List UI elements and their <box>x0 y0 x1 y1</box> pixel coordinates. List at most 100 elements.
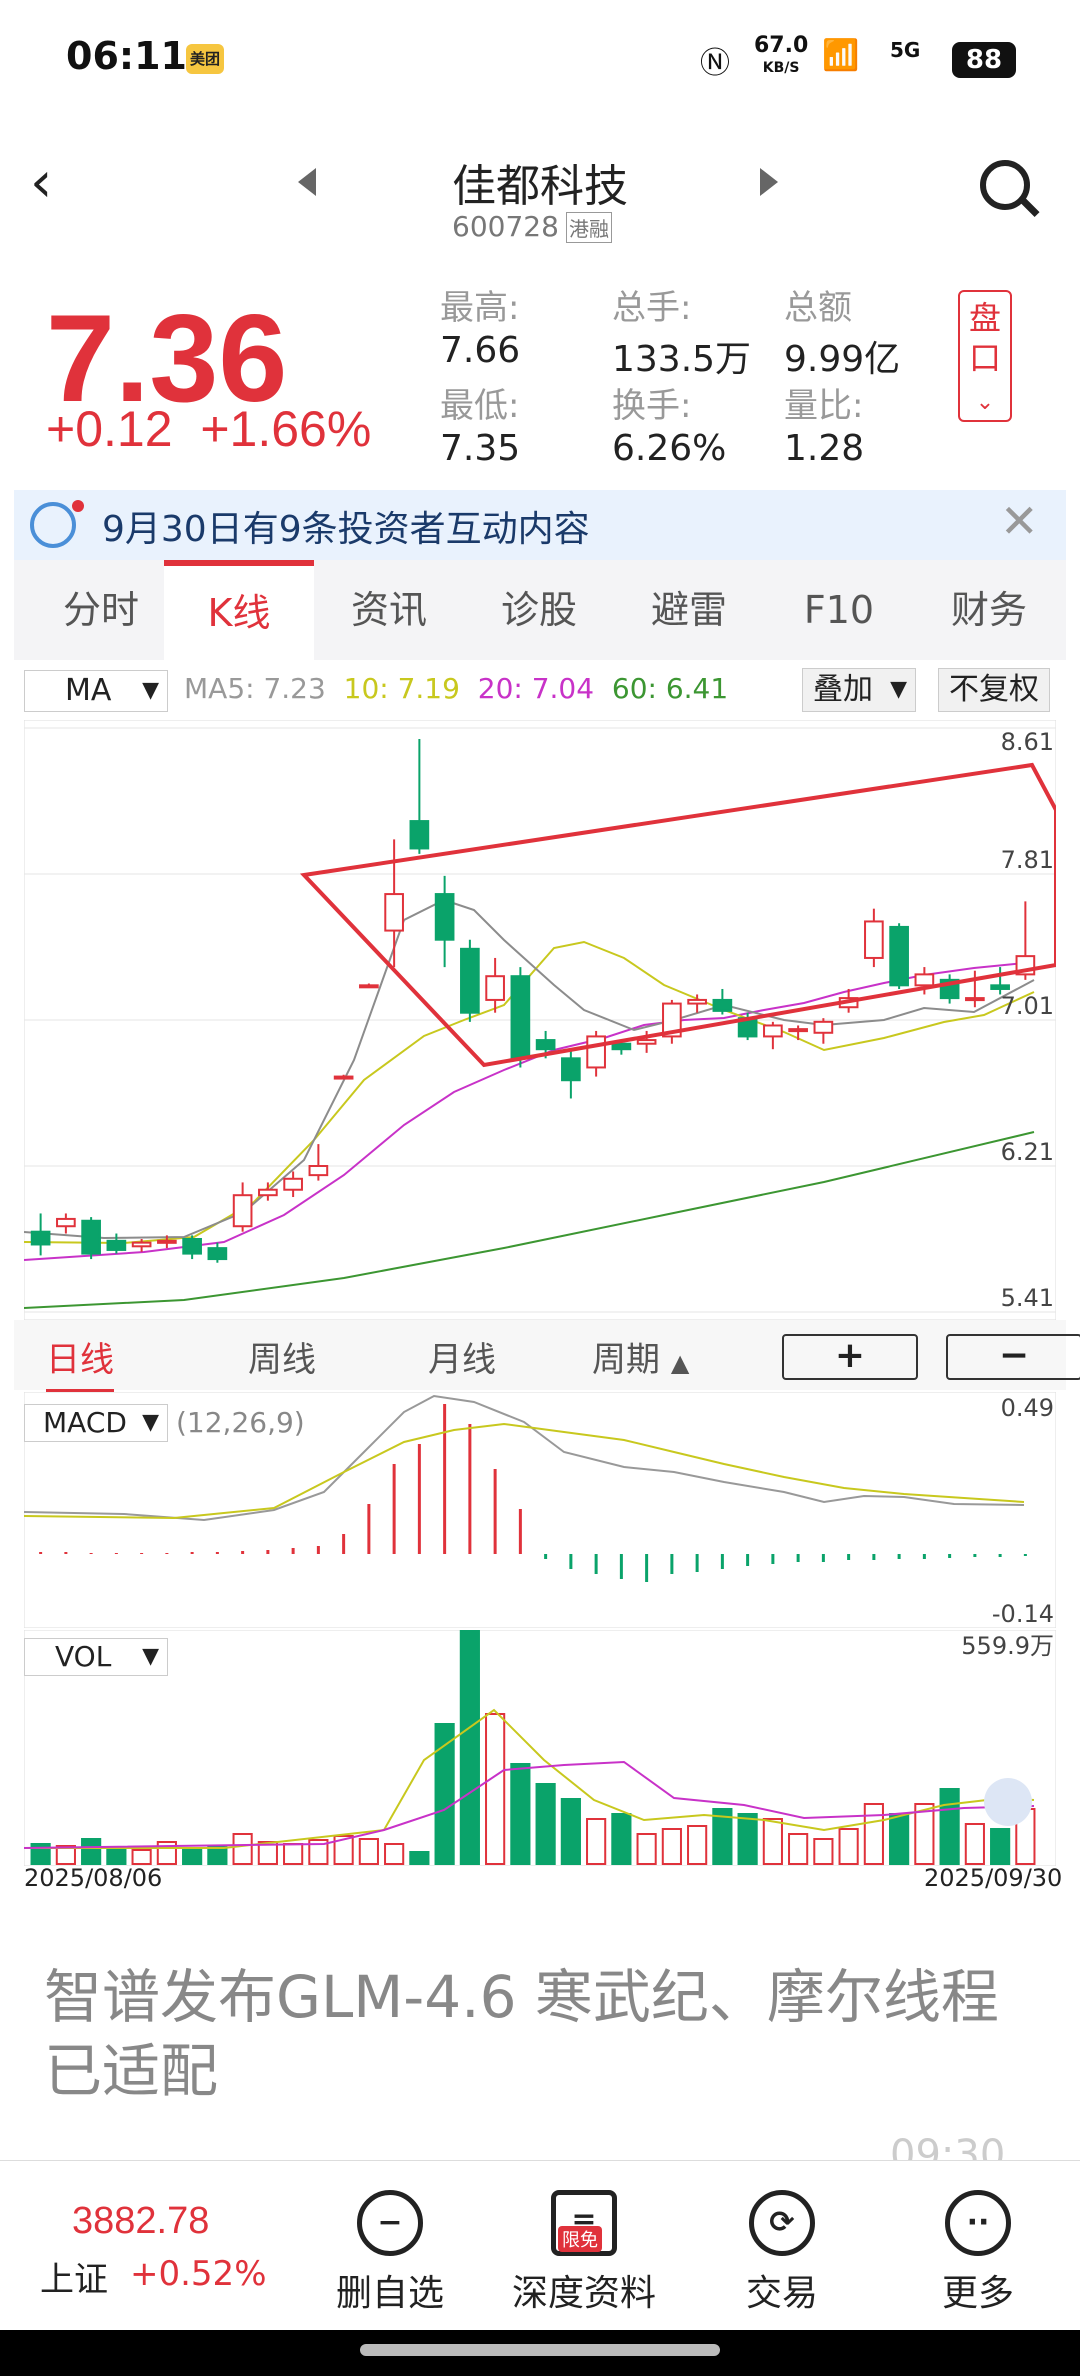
index-name[interactable]: 上证 <box>40 2260 108 2300</box>
tab-kline[interactable]: K线 <box>164 560 314 660</box>
stat-label: 总手: <box>612 288 692 328</box>
macd-bar <box>594 1554 598 1574</box>
macd-select[interactable]: MACD ▼ <box>24 1404 168 1442</box>
deep-info-button[interactable]: ≡ 限免 深度资料 <box>504 2190 664 2316</box>
tab-diagnosis[interactable]: 诊股 <box>500 588 577 632</box>
tab-news[interactable]: 资讯 <box>350 588 427 632</box>
volume-bar <box>308 1839 329 1865</box>
more-button[interactable]: ·· 更多 <box>898 2190 1058 2316</box>
index-change: +0.52% <box>130 2254 267 2294</box>
candle-body <box>308 1165 329 1177</box>
last-price: 7.36 <box>46 290 288 428</box>
candle-body <box>864 920 884 959</box>
stat-value: 9.99亿 <box>784 339 901 380</box>
candle-body <box>30 1230 51 1246</box>
candle-body <box>81 1219 101 1255</box>
tab-risk[interactable]: 避雷 <box>650 588 727 632</box>
index-value[interactable]: 3882.78 <box>72 2200 210 2242</box>
kline-chart[interactable]: 8.61 7.81 7.01 6.21 5.41 <box>24 720 1056 1320</box>
candle-body <box>763 1024 783 1038</box>
macd-bar <box>897 1554 901 1559</box>
candle-body <box>485 975 505 1001</box>
overlay-select[interactable]: 叠加 ▼ <box>802 668 916 712</box>
back-icon[interactable]: ‹ <box>30 150 53 215</box>
ma-indicator-select[interactable]: MA ▼ <box>24 670 168 712</box>
macd-bar <box>922 1554 926 1559</box>
volume-bar <box>813 1838 834 1865</box>
y-tick-label: 7.01 <box>1001 992 1054 1020</box>
tab-f10[interactable]: F10 <box>803 588 875 632</box>
macd-bar <box>872 1554 876 1560</box>
trade-button[interactable]: ⟳ 交易 <box>702 2190 862 2316</box>
volume-bar <box>459 1630 480 1865</box>
volume-bar <box>611 1813 632 1865</box>
macd-bar <box>190 1552 194 1554</box>
investor-notice-banner[interactable]: 9月30日有9条投资者互动内容 ✕ <box>14 490 1066 560</box>
candle-body <box>914 973 935 987</box>
lightbulb-icon <box>30 502 76 548</box>
macd-min-label: -0.14 <box>992 1600 1054 1628</box>
macd-bar <box>695 1554 699 1572</box>
candle-body <box>182 1238 202 1255</box>
tab-bar: 分时 K线 资讯 诊股 避雷 F10 财务 <box>14 560 1066 660</box>
ma20-line <box>24 961 1035 1261</box>
volume-bar <box>838 1828 859 1865</box>
period-bar: 日线 周线 月线 周期 ▲ + − <box>14 1320 1080 1395</box>
tab-timeshare[interactable]: 分时 <box>62 588 139 632</box>
remove-watchlist-button[interactable]: − 删自选 <box>310 2190 470 2316</box>
ma20-value: 20: 7.04 <box>477 672 595 705</box>
tab-finance[interactable]: 财务 <box>950 588 1027 632</box>
macd-bar <box>89 1553 93 1554</box>
period-cycle[interactable]: 周期 ▲ <box>592 1340 690 1380</box>
stat-label: 量比: <box>784 386 864 426</box>
macd-bar <box>140 1553 144 1554</box>
macd-chart[interactable]: 0.49 -0.14 <box>24 1392 1056 1628</box>
search-icon[interactable] <box>980 160 1030 210</box>
signal-5g-icon: 5G <box>890 38 921 62</box>
volume-bar <box>636 1833 657 1865</box>
news-card[interactable] <box>14 1910 1066 2160</box>
vol-select[interactable]: VOL ▼ <box>24 1638 168 1676</box>
macd-bar <box>518 1509 522 1554</box>
volume-chart[interactable]: 559.9万 <box>24 1630 1056 1866</box>
candle-body <box>157 1239 177 1244</box>
ma60-line <box>24 1131 1035 1309</box>
macd-bar <box>165 1553 169 1554</box>
candle-body <box>384 893 404 932</box>
candle-body <box>106 1239 127 1251</box>
macd-bar <box>746 1554 750 1566</box>
macd-bar <box>847 1554 851 1560</box>
pankou-button[interactable]: 盘口 ⌄ <box>958 290 1012 422</box>
stat-value: 7.66 <box>440 330 521 371</box>
zoom-in-button[interactable]: + <box>782 1334 918 1380</box>
home-indicator[interactable] <box>360 2344 720 2356</box>
candle-body <box>258 1188 278 1197</box>
period-week[interactable]: 周线 <box>248 1340 316 1380</box>
adjust-toggle[interactable]: 不复权 <box>938 668 1050 712</box>
macd-bar <box>39 1552 43 1554</box>
y-tick-label: 8.61 <box>1001 728 1054 756</box>
net-speed: 67.0 KB/S <box>754 33 809 77</box>
volume-bar <box>990 1828 1011 1865</box>
macd-bar <box>291 1548 295 1554</box>
candle-body <box>510 975 531 1060</box>
volume-bar <box>232 1833 253 1865</box>
volume-bar <box>737 1813 758 1865</box>
ma5-value: MA5: 7.23 <box>184 672 326 705</box>
macd-bar <box>645 1554 649 1582</box>
zoom-out-button[interactable]: − <box>946 1334 1080 1380</box>
volume-bar <box>510 1763 531 1865</box>
dropdown-triangle-icon: ▼ <box>142 1644 159 1669</box>
candle-body <box>207 1247 228 1261</box>
period-day[interactable]: 日线 <box>46 1332 114 1395</box>
stat-value: 133.5万 <box>612 339 752 380</box>
close-icon[interactable]: ✕ <box>1000 494 1039 548</box>
macd-bar <box>796 1554 800 1562</box>
volume-bar <box>939 1788 960 1865</box>
candle-body <box>434 893 455 941</box>
candle-body <box>56 1217 76 1228</box>
period-month[interactable]: 月线 <box>428 1340 496 1380</box>
prev-stock-icon[interactable] <box>298 168 316 196</box>
next-stock-icon[interactable] <box>760 168 778 196</box>
news-headline[interactable]: 智谱发布GLM-4.6 寒武纪、摩尔线程已适配 <box>44 1963 999 2105</box>
